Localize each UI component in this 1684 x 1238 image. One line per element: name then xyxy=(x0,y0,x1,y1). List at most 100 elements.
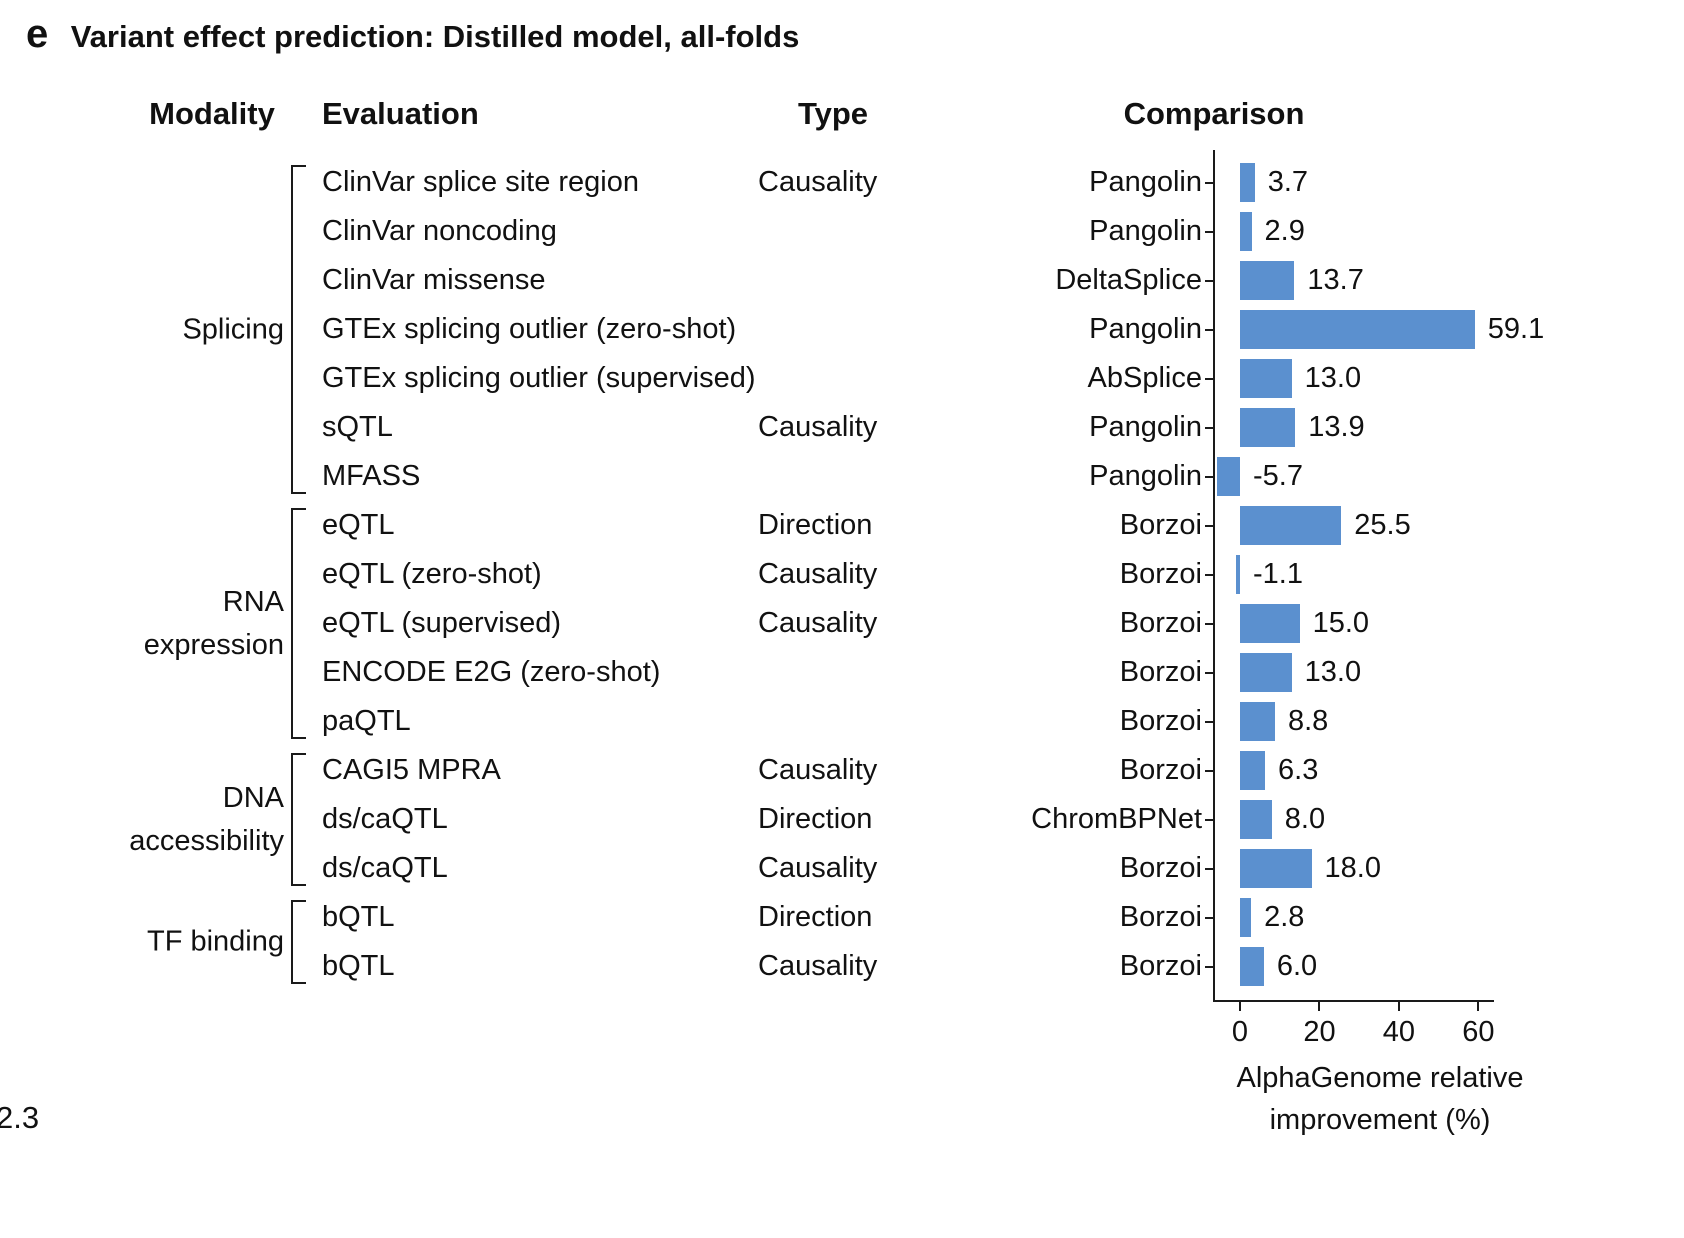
bar-value-label: 18.0 xyxy=(1324,852,1381,884)
bar xyxy=(1240,702,1275,741)
modality-label: DNA accessibility xyxy=(129,781,284,857)
x-tick-label: 60 xyxy=(1462,1016,1495,1048)
y-tick-mark xyxy=(1205,965,1213,968)
modality-bracket xyxy=(291,165,308,494)
comparison-label: Pangolin xyxy=(1089,166,1202,198)
bracket-bottom-tick xyxy=(293,982,306,984)
type-label: Causality xyxy=(758,607,878,639)
x-tick-mark xyxy=(1239,1002,1241,1011)
evaluation-label: bQTL xyxy=(322,901,395,933)
comparison-label: Borzoi xyxy=(1119,558,1202,590)
column-header-evaluation: Evaluation xyxy=(322,96,479,131)
comparison-label: Pangolin xyxy=(1089,411,1202,443)
type-label: Causality xyxy=(758,754,878,786)
bar-value-label: 2.9 xyxy=(1264,215,1305,247)
bar-value-label: -5.7 xyxy=(1253,460,1303,492)
evaluation-label: GTEx splicing outlier (zero-shot) xyxy=(322,313,737,345)
evaluation-label: CAGI5 MPRA xyxy=(322,754,501,786)
bracket-bottom-tick xyxy=(293,492,306,494)
type-label: Causality xyxy=(758,166,878,198)
bracket-bottom-tick xyxy=(293,884,306,886)
comparison-label: Borzoi xyxy=(1119,656,1202,688)
type-label: Direction xyxy=(758,803,873,835)
y-tick-mark xyxy=(1205,328,1213,331)
corner-text: 2.3 xyxy=(0,1100,40,1135)
bracket-top-tick xyxy=(293,508,306,510)
bar-value-label: 2.8 xyxy=(1264,901,1305,933)
bar-value-label: 8.0 xyxy=(1284,803,1326,835)
evaluation-label: ClinVar missense xyxy=(322,264,546,296)
type-label: Direction xyxy=(758,901,873,933)
evaluation-label: eQTL xyxy=(322,509,395,541)
evaluation-label: ClinVar noncoding xyxy=(322,215,557,247)
bracket-top-tick xyxy=(293,900,306,902)
panel-header: e Variant effect prediction: Distilled m… xyxy=(26,12,799,57)
evaluation-label: GTEx splicing outlier (supervised) xyxy=(322,362,756,394)
y-tick-mark xyxy=(1205,818,1213,821)
type-label: Causality xyxy=(758,950,878,982)
comparison-label: Pangolin xyxy=(1089,460,1202,492)
modality-bracket xyxy=(291,900,308,984)
bar xyxy=(1240,310,1475,349)
comparison-label: Borzoi xyxy=(1119,950,1202,982)
comparison-label: Borzoi xyxy=(1119,509,1202,541)
y-tick-mark xyxy=(1205,377,1213,380)
bar-value-label: 15.0 xyxy=(1312,607,1370,639)
comparison-label: Pangolin xyxy=(1089,313,1202,345)
type-label: Direction xyxy=(758,509,873,541)
bar xyxy=(1240,359,1292,398)
evaluation-label: sQTL xyxy=(322,411,393,443)
bar-value-label: 8.8 xyxy=(1287,705,1329,737)
comparison-label: Borzoi xyxy=(1119,852,1202,884)
bar xyxy=(1240,800,1272,839)
bracket-top-tick xyxy=(293,165,306,167)
bar-value-label: 6.3 xyxy=(1278,754,1319,786)
column-header-modality: Modality xyxy=(149,96,275,131)
x-tick-label: 0 xyxy=(1231,1016,1249,1048)
x-tick-label: 40 xyxy=(1382,1016,1416,1048)
bar-value-label: 13.7 xyxy=(1307,264,1364,296)
evaluation-label: ds/caQTL xyxy=(322,803,448,835)
bar xyxy=(1240,506,1342,545)
comparison-label: Borzoi xyxy=(1119,705,1202,737)
comparison-label: AbSplice xyxy=(1087,362,1202,394)
x-axis-label-line2: improvement (%) xyxy=(1269,1104,1491,1136)
comparison-label: Borzoi xyxy=(1119,754,1202,786)
y-axis-line xyxy=(1213,150,1215,1002)
y-tick-mark xyxy=(1205,426,1213,429)
bar xyxy=(1240,408,1296,447)
bar xyxy=(1240,849,1312,888)
bar xyxy=(1240,212,1252,251)
y-tick-mark xyxy=(1205,230,1213,233)
y-tick-mark xyxy=(1205,475,1213,478)
evaluation-label: ENCODE E2G (zero-shot) xyxy=(322,656,661,688)
column-header-type: Type xyxy=(797,96,869,131)
bar-value-label: -1.1 xyxy=(1253,558,1303,590)
modality-bracket xyxy=(291,508,308,739)
comparison-label: DeltaSplice xyxy=(1055,264,1202,296)
type-label: Causality xyxy=(758,411,878,443)
x-tick-label: 20 xyxy=(1303,1016,1336,1048)
panel-title: Variant effect prediction: Distilled mod… xyxy=(70,19,800,54)
x-axis-label-line1: AlphaGenome relative xyxy=(1236,1062,1524,1094)
panel-letter: e xyxy=(26,12,49,56)
y-tick-mark xyxy=(1205,524,1213,527)
evaluation-label: MFASS xyxy=(322,460,421,492)
bar-value-label: 59.1 xyxy=(1487,313,1545,345)
modality-label: Splicing xyxy=(182,313,284,345)
bar-value-label: 13.0 xyxy=(1304,656,1362,688)
bar-value-label: 6.0 xyxy=(1276,950,1318,982)
evaluation-label: ds/caQTL xyxy=(322,852,448,884)
modality-label: TF binding xyxy=(146,925,284,958)
column-header-comparison: Comparison xyxy=(1123,96,1305,131)
bracket-bottom-tick xyxy=(293,737,306,739)
bar xyxy=(1240,947,1264,986)
bar xyxy=(1240,653,1292,692)
bar-value-label: 25.5 xyxy=(1354,509,1411,541)
y-tick-mark xyxy=(1205,671,1213,674)
comparison-label: Borzoi xyxy=(1119,901,1202,933)
comparison-label: ChromBPNet xyxy=(1031,803,1202,835)
bar-value-label: 13.9 xyxy=(1308,411,1365,443)
